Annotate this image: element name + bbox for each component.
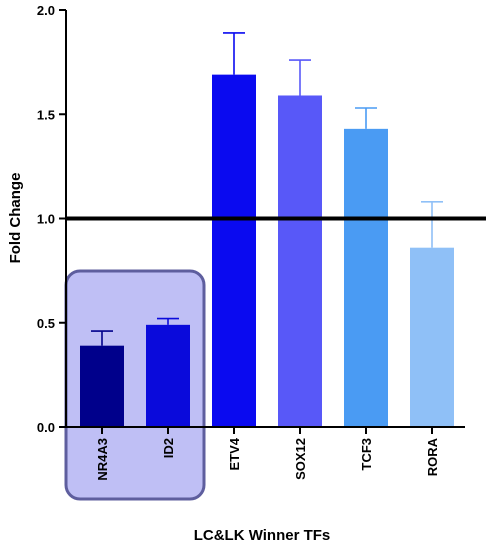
y-tick-label: 0.0 xyxy=(37,420,55,435)
y-tick-label: 1.0 xyxy=(37,212,55,227)
x-tick-label-sox12: SOX12 xyxy=(293,438,308,480)
x-tick-label-tcf3: TCF3 xyxy=(359,438,374,471)
bar-sox12 xyxy=(278,95,322,428)
y-axis-title: Fold Change xyxy=(7,173,24,264)
bar-etv4 xyxy=(212,74,256,427)
x-tick-label-etv4: ETV4 xyxy=(227,437,242,470)
y-tick-label: 1.5 xyxy=(37,107,55,122)
x-tick-label-id2: ID2 xyxy=(161,438,176,458)
bar-rora xyxy=(410,247,454,427)
y-tick-label: 2.0 xyxy=(37,3,55,18)
bar-tcf3 xyxy=(344,128,388,427)
x-axis-title: LC&LK Winner TFs xyxy=(194,527,331,544)
y-tick-label: 0.5 xyxy=(37,316,55,331)
x-tick-label-nr4a3: NR4A3 xyxy=(95,438,110,481)
bar-nr4a3 xyxy=(80,345,124,427)
bar-id2 xyxy=(146,324,190,427)
x-tick-label-rora: RORA xyxy=(425,437,440,476)
